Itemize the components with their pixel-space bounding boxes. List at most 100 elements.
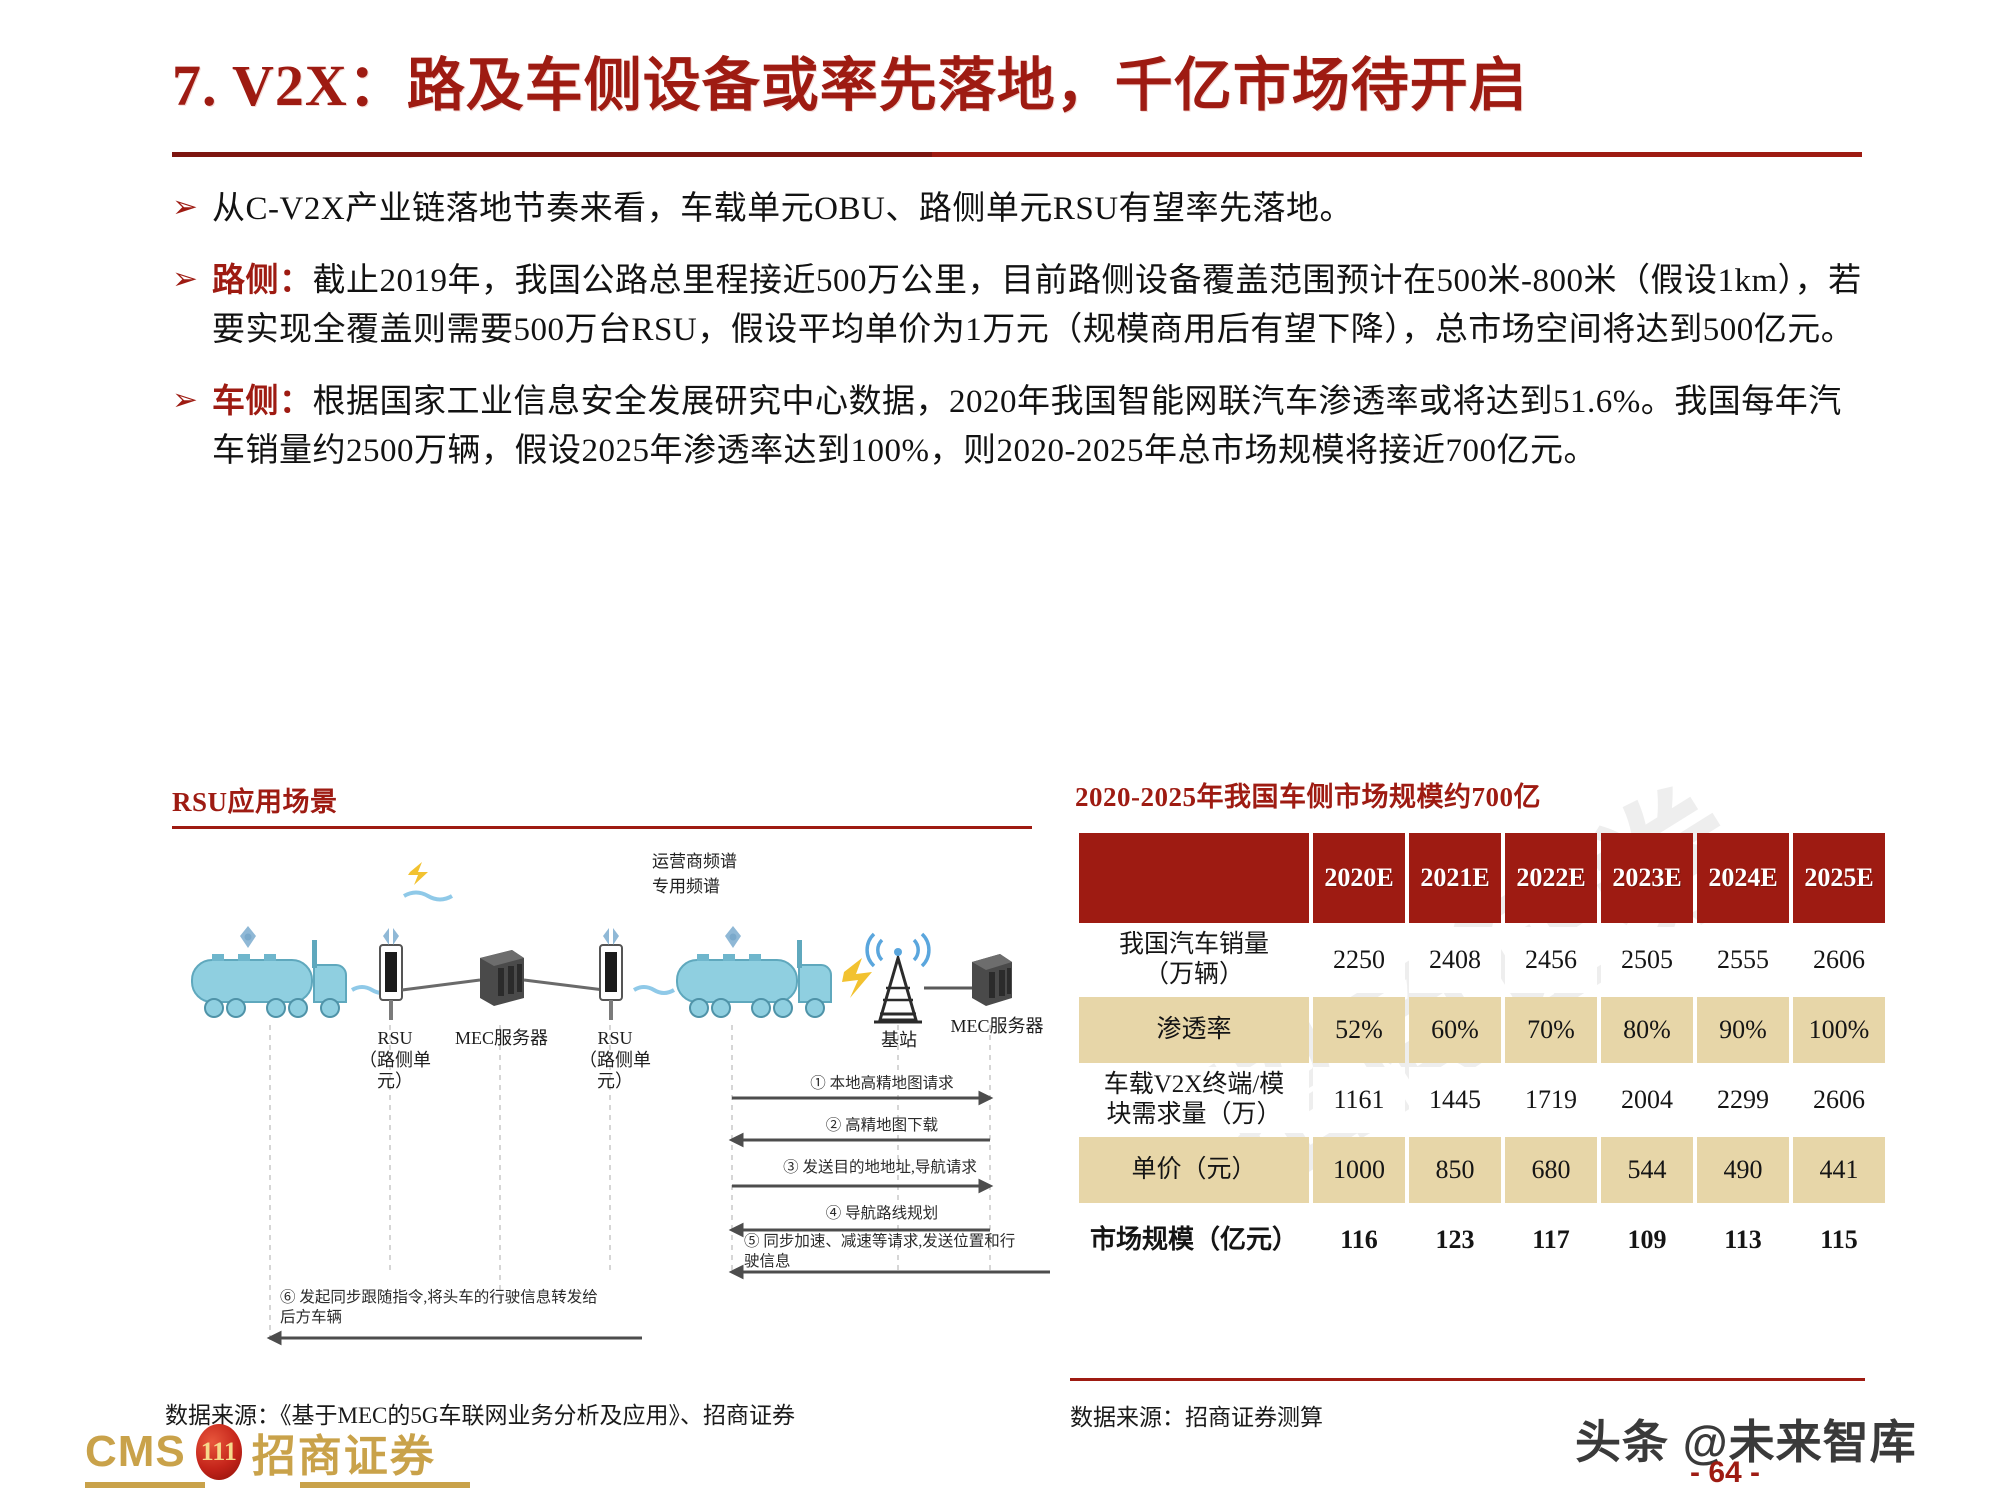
bullet-lead-3: 车侧：: [212, 383, 313, 420]
legend-label-operator: 运营商频谱: [652, 852, 737, 871]
right-panel-header: 2020-2025年我国车侧市场规模约700亿 2020E 2021E 2022…: [1075, 775, 1885, 1277]
bullet-body-3: 根据国家工业信息安全发展研究中心数据，2020年我国智能网联汽车渗透率或将达到5…: [212, 383, 1842, 470]
mec-server-icon-2: [972, 954, 1012, 1006]
left-panel-header: RSU应用场景: [172, 780, 1032, 829]
table-cell: 2555: [1697, 927, 1789, 993]
table-cell: 116: [1313, 1207, 1405, 1273]
node-label-mec-2: MEC服务器: [942, 1016, 1052, 1038]
table-cell: 2606: [1793, 1067, 1885, 1133]
bullet-text-1: 从C-V2X产业链落地节奏来看，车载单元OBU、路侧单元RSU有望率先落地。: [212, 191, 1354, 227]
table-cell: 2408: [1409, 927, 1501, 993]
page-title-wrap: 7. V2X：路及车侧设备或率先落地，千亿市场待开启: [172, 52, 1862, 120]
sequence-label-1: ① 本地高精地图请求: [810, 1075, 954, 1092]
page-title: 7. V2X：路及车侧设备或率先落地，千亿市场待开启: [172, 53, 1528, 118]
table-col-header: 2025E: [1793, 833, 1885, 923]
table-col-header: 2024E: [1697, 833, 1789, 923]
sequence-label-2: ② 高精地图下载: [825, 1117, 939, 1134]
bullet-lead-2: 路侧：: [212, 262, 313, 299]
sequence-label-4: ④ 导航路线规划: [825, 1205, 939, 1222]
cms-logo-underline-right: [300, 1482, 470, 1488]
table-cell: 115: [1793, 1207, 1885, 1273]
row-label-line2: 块需求量（万）: [1106, 1101, 1282, 1128]
table-row: 渗透率 52% 60% 70% 80% 90% 100%: [1079, 997, 1885, 1063]
link-line: [523, 978, 605, 992]
table-col-header: 2020E: [1313, 833, 1405, 923]
lightning-icon: [842, 958, 872, 998]
table-cell: 680: [1505, 1137, 1597, 1203]
table-cell: 1161: [1313, 1067, 1405, 1133]
right-panel-source: 数据来源：招商证券测算: [1070, 1405, 1323, 1430]
table-row: 我国汽车销量 （万辆） 2250 2408 2456 2505 2555 260…: [1079, 927, 1885, 993]
node-sub: （路侧单元）: [579, 1049, 651, 1092]
node-name: RSU: [597, 1028, 633, 1048]
body-text: ➢ 从C-V2X产业链落地节奏来看，车载单元OBU、路侧单元RSU有望率先落地。…: [172, 185, 1872, 499]
rsu-scenario-diagram: 运营商频谱 专用频谱 RSU （路侧单元） MEC服务器 RSU （路侧单元） …: [172, 840, 1052, 1370]
base-station-icon: [865, 932, 931, 1024]
cms-logo-underline-left: [85, 1482, 205, 1488]
legend-item-dedicated: 专用频谱: [652, 875, 737, 900]
node-name: MEC服务器: [950, 1016, 1044, 1036]
table-cell: 850: [1409, 1137, 1501, 1203]
bullet-item-1: ➢ 从C-V2X产业链落地节奏来看，车载单元OBU、路侧单元RSU有望率先落地。: [172, 185, 1872, 235]
table-cell: 2456: [1505, 927, 1597, 993]
table-row: 车载V2X终端/模 块需求量（万） 1161 1445 1719 2004 22…: [1079, 1067, 1885, 1133]
table-cell: 2299: [1697, 1067, 1789, 1133]
title-divider: [172, 152, 1862, 157]
cms-logo: CMS 111 招商证券: [85, 1420, 436, 1484]
table-col-header: 2023E: [1601, 833, 1693, 923]
node-label-mec-1: MEC服务器: [444, 1028, 559, 1050]
market-size-table: 2020E 2021E 2022E 2023E 2024E 2025E 我国汽车…: [1075, 829, 1889, 1277]
table-cell: 123: [1409, 1207, 1501, 1273]
bullet-body-2: 截止2019年，我国公路总里程接近500万公里，目前路侧设备覆盖范围预计在500…: [212, 262, 1862, 349]
table-cell: 80%: [1601, 997, 1693, 1063]
table-corner-cell: [1079, 833, 1309, 923]
table-cell: 1445: [1409, 1067, 1501, 1133]
table-row: 单价（元） 1000 850 680 544 490 441: [1079, 1137, 1885, 1203]
wave-icon: [632, 985, 676, 995]
node-label-rsu-1: RSU （路侧单元）: [350, 1028, 440, 1093]
legend-label-dedicated: 专用频谱: [652, 876, 720, 896]
link-line: [401, 978, 481, 992]
node-name: 基站: [881, 1030, 917, 1050]
table-row-label: 单价（元）: [1079, 1137, 1309, 1203]
sequence-label-6: ⑥ 发起同步跟随指令,将头车的行驶信息转发给后方车辆: [280, 1289, 598, 1327]
right-panel-bottom-rule: [1070, 1378, 1865, 1381]
table-cell: 2250: [1313, 927, 1405, 993]
right-panel-title: 2020-2025年我国车侧市场规模约700亿: [1075, 782, 1541, 812]
left-panel-title: RSU应用场景: [172, 787, 338, 817]
sequence-label-5: ⑤ 同步加速、减速等请求,发送位置和行驶信息: [744, 1233, 1016, 1271]
left-panel-source: 数据来源：《基于MEC的5G车联网业务分析及应用》、招商证券: [165, 1403, 795, 1428]
legend-item-operator: 运营商频谱: [652, 850, 737, 875]
node-label-base-station: 基站: [864, 1030, 934, 1052]
table-row-label: 车载V2X终端/模 块需求量（万）: [1079, 1067, 1309, 1133]
table-cell: 2004: [1601, 1067, 1693, 1133]
legend-group: [402, 862, 454, 902]
table-cell: 1000: [1313, 1137, 1405, 1203]
cms-seal-icon: 111: [195, 1424, 242, 1480]
table-cell: 109: [1601, 1207, 1693, 1273]
bullet-item-3: ➢ 车侧：根据国家工业信息安全发展研究中心数据，2020年我国智能网联汽车渗透率…: [172, 378, 1872, 477]
node-name: RSU: [377, 1028, 413, 1048]
bullet-item-2: ➢ 路侧：截止2019年，我国公路总里程接近500万公里，目前路侧设备覆盖范围预…: [172, 257, 1872, 356]
bullet-text-3: 车侧：根据国家工业信息安全发展研究中心数据，2020年我国智能网联汽车渗透率或将…: [212, 378, 1872, 477]
bullet-text-2: 路侧：截止2019年，我国公路总里程接近500万公里，目前路侧设备覆盖范围预计在…: [212, 257, 1872, 356]
row-label-line1: 我国汽车销量: [1118, 930, 1269, 958]
mec-server-icon-1: [480, 950, 524, 1006]
sequence-label-3: ③ 发送目的地地址,导航请求: [783, 1159, 977, 1176]
table-cell: 70%: [1505, 997, 1597, 1063]
table-row-label: 市场规模（亿元）: [1079, 1207, 1309, 1273]
row-label-line2: （万辆）: [1143, 961, 1244, 988]
table-cell: 52%: [1313, 997, 1405, 1063]
lightning-icon: [408, 862, 428, 885]
diagram-svg: [191, 862, 1050, 1346]
cms-logo-cn: 招商证券: [251, 1432, 436, 1481]
table-cell: 441: [1793, 1137, 1885, 1203]
table-cell: 2606: [1793, 927, 1885, 993]
table-cell: 2505: [1601, 927, 1693, 993]
rsu-icon-2: [599, 928, 623, 1020]
left-panel-divider: [172, 826, 1032, 829]
table-col-header: 2022E: [1505, 833, 1597, 923]
diagram-legend: 运营商频谱 专用频谱: [652, 850, 737, 899]
table-cell: 60%: [1409, 997, 1501, 1063]
